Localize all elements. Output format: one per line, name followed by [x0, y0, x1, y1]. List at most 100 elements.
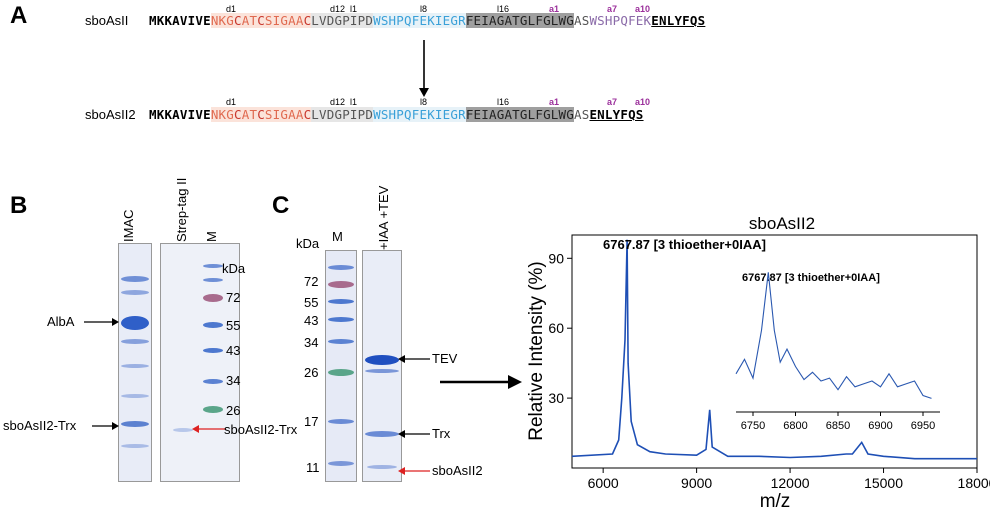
- marker-d12: d12: [330, 97, 346, 107]
- seq-blue: WSHPQFEKIEGR: [373, 13, 466, 28]
- y-axis-label: Relative Intensity (%): [526, 261, 547, 441]
- annotation-tev: TEV: [432, 351, 458, 366]
- inset-x-tick-label: 6750: [741, 420, 765, 432]
- marker-l1: l1: [350, 97, 358, 107]
- inset-chart: 6767.87 [3 thioether+0IAA] 6750 6800 6850 6…: [735, 272, 940, 432]
- inset-annotation: 6767.87 [3 thioether+0IAA]: [742, 272, 880, 284]
- plot-frame: [571, 234, 978, 469]
- seq-leader: MKKAVIVE: [149, 13, 211, 28]
- seq-cys: C: [257, 13, 265, 28]
- y-tick-label: 30: [548, 390, 564, 406]
- sequence-name: sboAsII: [85, 13, 129, 28]
- seq-linker: LVDGPIPD: [311, 107, 374, 122]
- x-tick-label: 12000: [771, 475, 810, 491]
- x-tick-label: 15000: [864, 475, 903, 491]
- sequence-row-sboasii: sboAsII MKKAVIVENKGCATCSIGAACLVDGPIPDWSHP…: [85, 12, 705, 30]
- marker-a1: a1: [549, 97, 560, 107]
- inset-x-tick-label: 6900: [868, 420, 892, 432]
- mw-marker: 43: [226, 343, 241, 358]
- arrow-sboasii2: [398, 467, 430, 475]
- mw-marker: 55: [226, 318, 241, 333]
- inset-x-tick-label: 6850: [826, 420, 850, 432]
- mw-marker: 72: [226, 290, 241, 305]
- seq-d-sig: SIGAA: [264, 107, 304, 122]
- seq-tev: ENLYFQS: [589, 107, 644, 122]
- marker-l8: l8: [420, 4, 428, 14]
- mw-marker: 26: [226, 403, 241, 418]
- seq-d-at: AT: [241, 107, 258, 122]
- gel-lane-imac: [118, 243, 152, 482]
- gel-lane-marker-c: [325, 250, 357, 482]
- seq-d-sig: SIGAA: [264, 13, 304, 28]
- seq-cys: C: [257, 107, 265, 122]
- peak-annotation: 6767.87 [3 thioether+0IAA]: [603, 237, 766, 252]
- seq-tev: ENLYFQS: [651, 13, 706, 28]
- x-tick-label: 6000: [588, 475, 619, 491]
- annotation-alba: AlbA: [47, 314, 75, 329]
- marker-d12: d12: [330, 4, 346, 14]
- marker-a10: a10: [635, 97, 651, 107]
- y-tick-label: 60: [548, 320, 564, 336]
- arrow-trx: [398, 430, 430, 438]
- marker-d1: d1: [226, 97, 237, 107]
- seq-cys: C: [303, 107, 312, 122]
- seq-linker: LVDGPIPD: [311, 13, 374, 28]
- seq-strep: WSHPQFEK: [589, 13, 652, 28]
- arrow-tev: [398, 355, 430, 363]
- seq-cys: C: [303, 13, 312, 28]
- transition-arrow: [419, 40, 429, 97]
- chart-title: sboAsII2: [749, 214, 815, 233]
- seq-d-n: NKG: [210, 13, 234, 28]
- marker-l16: l16: [497, 4, 510, 14]
- seq-d-n: NKG: [210, 107, 234, 122]
- panel-label-b: B: [10, 192, 28, 219]
- inset-x-tick-label: 6800: [783, 420, 807, 432]
- annotation-trx-left: sboAsII2-Trx: [3, 418, 77, 433]
- annotation-trx-right: sboAsII2-Trx: [224, 422, 298, 437]
- seq-leader: MKKAVIVE: [149, 107, 211, 122]
- seq-cys: C: [234, 107, 242, 122]
- marker-a7: a7: [607, 97, 618, 107]
- kda-label: kDa: [222, 261, 246, 276]
- seq-as: AS: [574, 107, 590, 122]
- mw-marker: 26: [304, 365, 319, 380]
- marker-a10: a10: [635, 4, 651, 14]
- panel-label-c: C: [272, 192, 290, 219]
- marker-l16: l16: [497, 97, 510, 107]
- y-tick-label: 90: [548, 250, 564, 266]
- mw-marker: 17: [304, 414, 319, 429]
- mw-marker: 55: [304, 295, 319, 310]
- seq-d-at: AT: [241, 13, 258, 28]
- annotation-trx: Trx: [432, 426, 451, 441]
- arrow-trx-right: [192, 425, 226, 433]
- marker-a1: a1: [549, 4, 560, 14]
- x-axis-label: m/z: [760, 491, 791, 510]
- arrow-trx-left: [92, 422, 119, 430]
- x-axis: 6000 9000 12000 15000 18000: [588, 468, 990, 491]
- inset-x-tick-label: 6950: [911, 420, 935, 432]
- gel-lane-iaa-tev: [362, 250, 402, 482]
- panel-label-a: A: [10, 2, 28, 29]
- mw-marker: 34: [226, 373, 241, 388]
- seq-as: AS: [574, 13, 590, 28]
- mw-marker: 34: [304, 335, 319, 350]
- marker-a7: a7: [607, 4, 618, 14]
- marker-l8: l8: [420, 97, 428, 107]
- seq-core: FEIAGATGLFGLWG: [465, 107, 574, 122]
- x-tick-label: 9000: [681, 475, 712, 491]
- spectrum-series-line: [571, 239, 977, 460]
- lane-label-strep: Strep-tag II: [174, 177, 189, 242]
- annotation-sboasii2: sboAsII2: [432, 463, 483, 478]
- mw-marker: 11: [306, 460, 320, 475]
- seq-blue: WSHPQFEKIEGR: [373, 107, 466, 122]
- lane-label-iaa-tev: +IAA +TEV: [376, 185, 391, 250]
- seq-core: FEIAGATGLFGLWG: [465, 13, 574, 28]
- lane-label-imac: IMAC: [121, 209, 136, 243]
- lane-label-marker: M: [204, 231, 219, 242]
- gel-lane-strep-and-marker: [160, 243, 240, 482]
- mw-marker: 72: [304, 274, 319, 289]
- kda-label: kDa: [296, 236, 320, 251]
- sequence-row-sboasii2: sboAsII2 MKKAVIVENKGCATCSIGAACLVDGPIPDWSH…: [85, 106, 644, 124]
- marker-d1: d1: [226, 4, 237, 14]
